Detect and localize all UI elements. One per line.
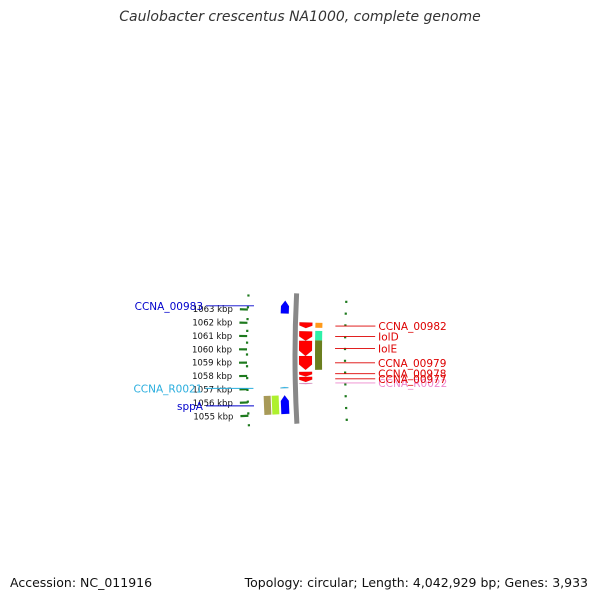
gene-IolE[interactable] (298, 340, 313, 357)
ruler-tick-label: 1061 kbp (192, 332, 232, 342)
gene-label-CCNA_00977[interactable]: CCNA_00977 (378, 374, 446, 386)
gene-label-IolD[interactable]: IolD (378, 332, 399, 344)
genome-stats-label: Topology: circular; Length: 4,042,929 bp… (242, 574, 590, 591)
gene-CCNA_00983[interactable] (280, 300, 290, 314)
inner-dotted-ring (245, 290, 251, 427)
accession-label: Accession: NC_011916 (8, 574, 155, 591)
features-layer (263, 293, 323, 424)
gene-IolD[interactable] (298, 330, 313, 342)
gene-CCNA_00977[interactable] (298, 376, 313, 383)
gene-label-IolE[interactable]: IolE (378, 344, 397, 356)
map-title: Caulobacter crescentus NA1000, complete … (119, 9, 481, 25)
tan-block (263, 395, 272, 415)
outer-dotted-ring (343, 295, 348, 421)
ruler-ticks: 1055 kbp 1056 kbp 1057 kbp 1058 kbp 1059 kbp… (192, 305, 249, 422)
ruler-tick-label: 1057 kbp (192, 386, 232, 396)
gene-label-CCNA_R0021[interactable]: CCNA_R0021 (133, 383, 202, 395)
gene-label-CCNA_00978[interactable]: CCNA_00978 (378, 369, 446, 381)
ruler-tick-label: 1056 kbp (193, 399, 233, 409)
gene-label-CCNA_R0022[interactable]: CCNA_R0022 (378, 378, 447, 390)
gene-CCNA_R0022[interactable] (299, 382, 313, 385)
ruler-tick-label: 1059 kbp (192, 359, 232, 369)
ruler-tick-label: 1062 kbp (192, 318, 232, 328)
lime-block (271, 395, 280, 415)
gene-label-CCNA_00983[interactable]: CCNA_00983 (135, 301, 203, 313)
gene-CCNA_00982[interactable] (299, 322, 313, 329)
ruler-tick-label: 1063 kbp (193, 305, 233, 315)
aqua-block (315, 330, 323, 341)
backbone-ring (292, 293, 300, 424)
gene-sppA[interactable] (280, 394, 290, 415)
ruler-tick-label: 1055 kbp (193, 412, 233, 422)
gene-label-sppA[interactable]: sppA (177, 401, 204, 413)
ruler-tick-label: 1060 kbp (192, 345, 232, 355)
orange-block (315, 322, 323, 328)
olive-block (314, 340, 323, 370)
gene-CCNA_R0021[interactable] (280, 386, 289, 389)
gene-label-CCNA_00982[interactable]: CCNA_00982 (378, 321, 446, 333)
ruler-tick-label: 1058 kbp (192, 372, 232, 382)
gene-label-CCNA_00979[interactable]: CCNA_00979 (378, 358, 446, 370)
gene-CCNA_00978[interactable] (298, 371, 313, 377)
